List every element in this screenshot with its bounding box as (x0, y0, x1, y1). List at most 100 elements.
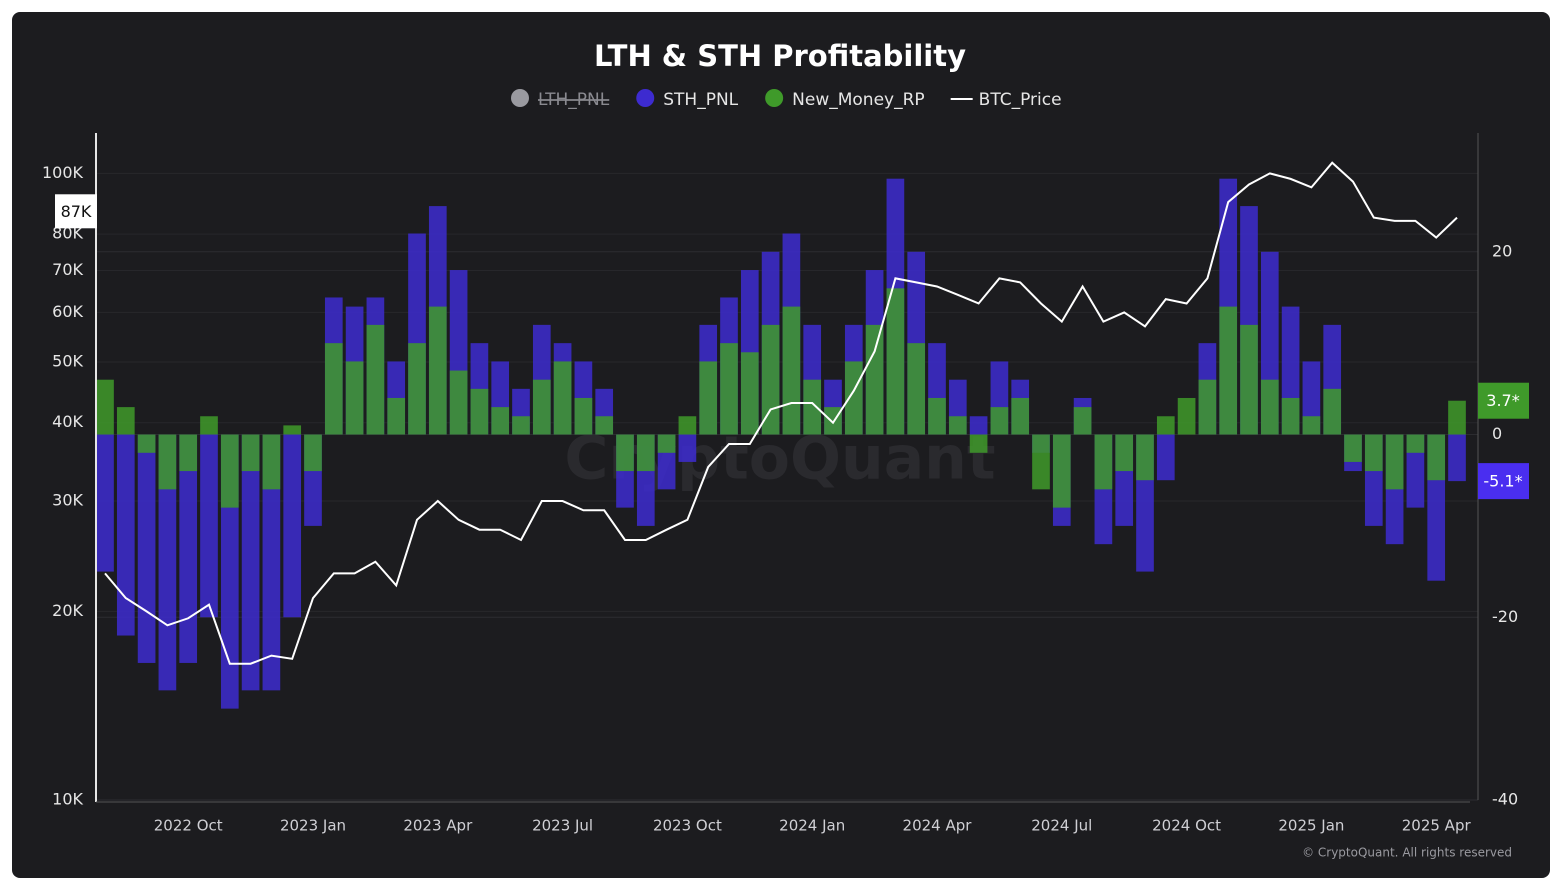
bar (969, 416, 988, 435)
value-badge-label: 3.7* (1486, 391, 1519, 410)
bar (179, 434, 198, 472)
bar (1364, 434, 1383, 472)
bar (1156, 416, 1175, 435)
bar (595, 416, 614, 435)
watermark: CryptoQuant (564, 424, 995, 494)
bar (1344, 434, 1362, 462)
legend-item[interactable]: BTC_Price (950, 90, 1062, 110)
x-tick-label: 2024 Apr (903, 817, 973, 835)
bar (720, 343, 738, 435)
bar (678, 416, 697, 435)
bar (304, 434, 322, 472)
x-tick-label: 2023 Apr (403, 817, 473, 835)
legend-item[interactable]: STH_PNL (636, 89, 739, 110)
x-tick-label: 2023 Oct (653, 817, 722, 835)
bar (657, 434, 676, 453)
bar (1323, 388, 1342, 435)
y2-tick-label: -20 (1492, 607, 1518, 626)
y-tick-label: 30K (52, 491, 83, 510)
bar (1177, 397, 1196, 435)
x-tick-label: 2024 Oct (1152, 817, 1221, 835)
bar (1094, 434, 1113, 490)
bar (1219, 306, 1238, 435)
bar (990, 407, 1009, 435)
bar (1198, 379, 1217, 435)
bar (865, 324, 884, 435)
x-tick-label: 2024 Jul (1031, 817, 1092, 835)
bar (532, 379, 551, 435)
bar (886, 288, 905, 435)
bar (1448, 400, 1466, 435)
bar (428, 306, 447, 435)
y2-tick-label: 20 (1492, 241, 1512, 260)
bar (96, 434, 114, 572)
bar (928, 397, 946, 435)
bar (678, 434, 697, 462)
bar (241, 434, 260, 691)
x-tick-label: 2024 Jan (779, 817, 845, 835)
bar (1260, 379, 1279, 435)
bar (200, 434, 218, 618)
legend-label: STH_PNL (663, 90, 738, 110)
legend-item[interactable]: New_Money_RP (765, 89, 925, 110)
bar (345, 361, 364, 435)
x-tick-label: 2023 Jul (532, 817, 593, 835)
bar (158, 434, 177, 691)
bar (1427, 434, 1446, 481)
bar (283, 425, 302, 435)
value-badge (1478, 382, 1529, 419)
bar (96, 379, 114, 435)
bar (803, 379, 822, 435)
bar (1011, 397, 1030, 435)
bar (324, 343, 343, 435)
bar (844, 361, 863, 435)
panel (12, 12, 1550, 878)
bar (200, 416, 218, 435)
value-badge (1478, 463, 1529, 500)
bar (1302, 416, 1321, 435)
x-tick-label: 2025 Jan (1278, 817, 1344, 835)
bar (636, 434, 655, 472)
bar (491, 407, 510, 435)
legend-item[interactable]: LTH_PNL (511, 89, 610, 110)
y-tick-label: 40K (52, 412, 83, 431)
bar (283, 434, 302, 618)
bar (241, 434, 260, 472)
bar (1156, 434, 1175, 481)
y-tick-label: 80K (52, 224, 83, 243)
bar (137, 434, 156, 453)
y-tick-label: 10K (52, 790, 83, 809)
bar (782, 306, 801, 435)
bar (1448, 434, 1466, 482)
bar (1281, 397, 1300, 435)
bar (116, 434, 135, 636)
bar (387, 397, 406, 435)
legend-marker (636, 89, 655, 107)
bar (1115, 434, 1134, 472)
y2-tick-label: -40 (1492, 790, 1518, 809)
x-tick-label: 2023 Jan (280, 817, 346, 835)
price-line (104, 161, 1458, 665)
bar (262, 434, 281, 490)
bar (616, 434, 634, 472)
legend-label: LTH_PNL (538, 90, 610, 110)
legend-label: BTC_Price (979, 90, 1062, 110)
value-badge-label: -5.1* (1483, 472, 1522, 491)
bar (1136, 434, 1154, 481)
y-tick-label: 50K (52, 352, 83, 371)
bar (179, 434, 198, 663)
y-tick-label: 20K (52, 601, 83, 620)
legend-marker (511, 89, 529, 107)
bar (1240, 324, 1258, 435)
bar (907, 343, 926, 435)
legend-marker (765, 89, 784, 107)
y-tick-label: 100K (42, 163, 84, 182)
bar (1406, 434, 1425, 453)
bar (262, 434, 281, 691)
x-tick-label: 2025 Apr (1402, 817, 1472, 835)
bar (824, 407, 842, 435)
x-tick-label: 2022 Oct (154, 817, 223, 835)
bar (699, 361, 718, 435)
